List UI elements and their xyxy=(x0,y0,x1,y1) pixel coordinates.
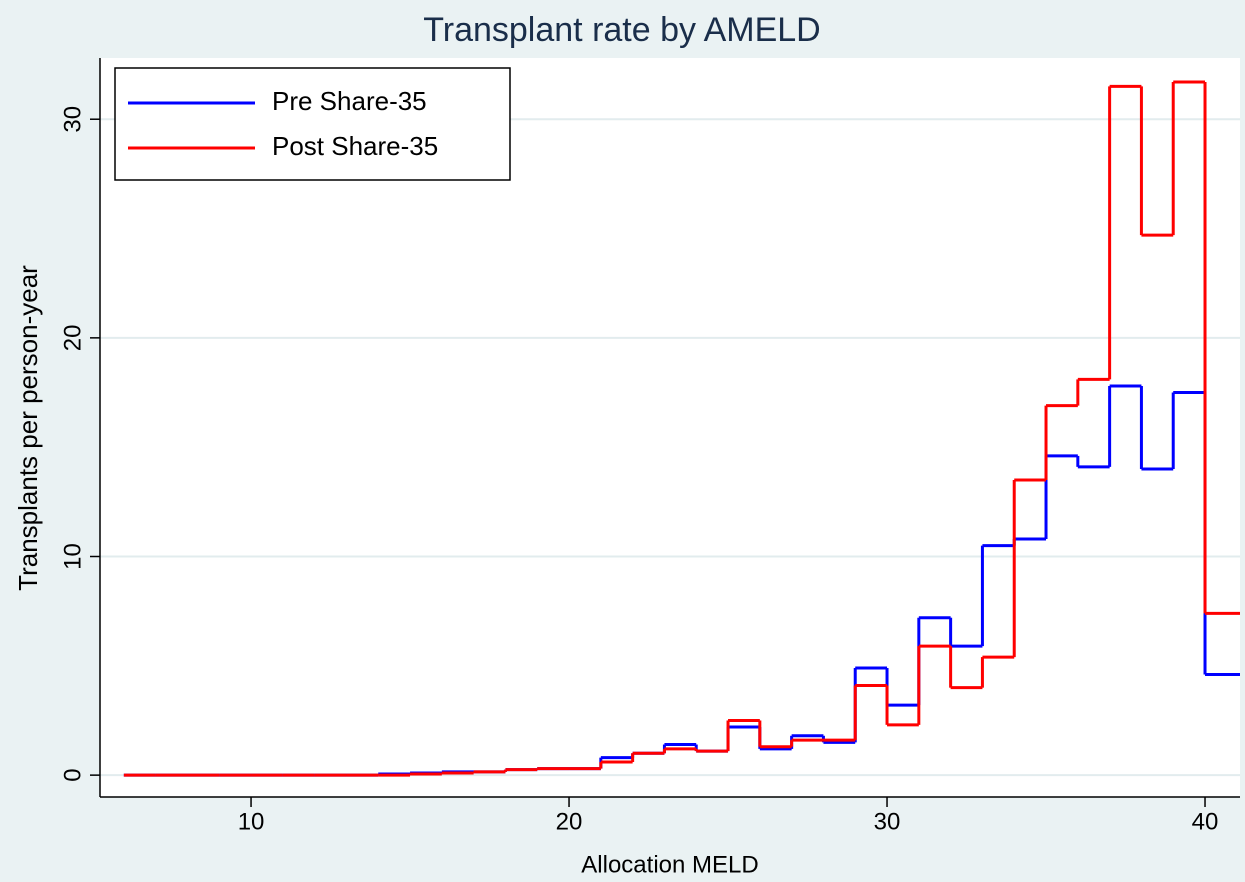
y-axis-label: Transplants per person-year xyxy=(13,265,43,591)
chart-title: Transplant rate by AMELD xyxy=(423,11,820,49)
x-axis-label: Allocation MELD xyxy=(581,851,758,878)
plot-area xyxy=(100,58,1240,797)
x-tick-label: 10 xyxy=(238,808,265,835)
legend-label: Pre Share-35 xyxy=(272,86,427,116)
x-tick-label: 40 xyxy=(1192,808,1219,835)
y-tick-label: 20 xyxy=(59,325,86,352)
x-tick-label: 20 xyxy=(556,808,583,835)
y-tick-label: 30 xyxy=(59,106,86,133)
y-tick-label: 10 xyxy=(59,543,86,570)
legend-label: Post Share-35 xyxy=(272,131,438,161)
x-tick-label: 30 xyxy=(874,808,901,835)
y-tick-label: 0 xyxy=(59,768,86,781)
legend-box xyxy=(114,67,511,181)
